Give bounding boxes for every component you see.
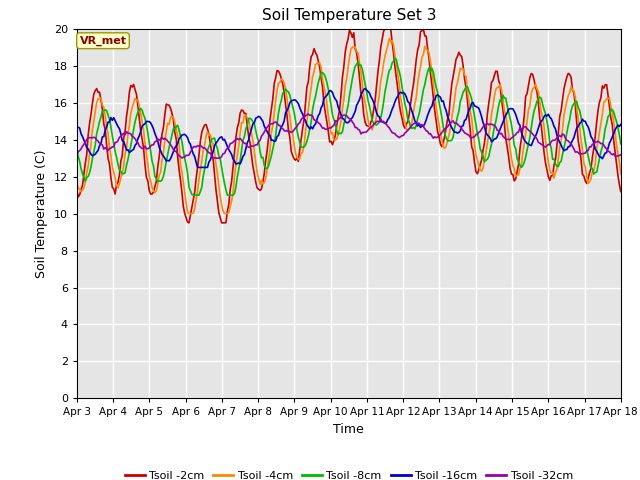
Tsoil -32cm [73,151,81,157]
Tsoil -16cm [73,124,81,130]
Tsoil -16cm [108,118,116,123]
Tsoil -16cm [545,111,552,117]
Tsoil -32cm [616,153,623,158]
Tsoil -16cm [362,85,369,91]
Tsoil -2cm [185,220,193,226]
Tsoil -32cm [92,135,99,141]
Tsoil -32cm [356,127,364,133]
Tsoil -2cm [463,97,471,103]
Tsoil -8cm [108,133,116,139]
Tsoil -8cm [463,84,471,89]
Tsoil -8cm [391,56,399,61]
Tsoil -32cm [212,155,220,161]
Tsoil -2cm [108,184,116,190]
Line: Tsoil -8cm: Tsoil -8cm [77,59,621,195]
Tsoil -4cm [108,164,116,170]
Tsoil -2cm [617,189,625,194]
Tsoil -4cm [354,50,362,56]
Tsoil -32cm [617,152,625,157]
Tsoil -4cm [73,181,81,187]
Tsoil -2cm [73,187,81,193]
Tsoil -32cm [305,111,312,117]
Tsoil -4cm [185,211,193,216]
Tsoil -2cm [545,174,552,180]
Tsoil -32cm [463,132,471,137]
Tsoil -8cm [616,132,623,138]
Line: Tsoil -2cm: Tsoil -2cm [77,29,621,223]
Tsoil -8cm [73,145,81,151]
Tsoil -4cm [385,36,393,41]
Tsoil -2cm [616,181,623,187]
Tsoil -2cm [92,88,99,94]
Legend: Tsoil -2cm, Tsoil -4cm, Tsoil -8cm, Tsoil -16cm, Tsoil -32cm: Tsoil -2cm, Tsoil -4cm, Tsoil -8cm, Tsoi… [120,467,577,480]
Line: Tsoil -16cm: Tsoil -16cm [77,88,621,168]
Tsoil -16cm [354,100,362,106]
Tsoil -16cm [616,124,623,130]
Tsoil -16cm [617,121,625,127]
Tsoil -8cm [92,142,99,148]
Tsoil -16cm [92,151,99,157]
Line: Tsoil -4cm: Tsoil -4cm [77,38,621,214]
Line: Tsoil -32cm: Tsoil -32cm [77,114,621,158]
Tsoil -2cm [381,26,389,32]
Tsoil -4cm [92,108,99,114]
Tsoil -8cm [354,59,362,65]
Tsoil -8cm [189,192,197,198]
Tsoil -4cm [617,171,625,177]
Tsoil -16cm [195,165,203,170]
Tsoil -32cm [108,144,116,150]
Tsoil -8cm [617,141,625,147]
Y-axis label: Soil Temperature (C): Soil Temperature (C) [35,149,48,278]
Tsoil -4cm [545,159,552,165]
Tsoil -2cm [354,60,362,66]
Tsoil -4cm [463,89,471,95]
Tsoil -32cm [545,142,552,147]
Tsoil -8cm [545,126,552,132]
X-axis label: Time: Time [333,423,364,436]
Tsoil -4cm [616,159,623,165]
Tsoil -16cm [463,112,471,118]
Text: VR_met: VR_met [79,36,127,46]
Title: Soil Temperature Set 3: Soil Temperature Set 3 [262,9,436,24]
